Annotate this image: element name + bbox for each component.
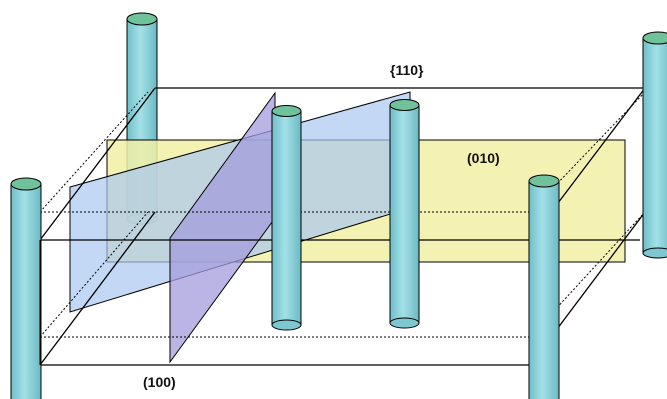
plane-110-label: {110} xyxy=(390,62,424,78)
pillar-middle-left xyxy=(271,105,302,331)
plane-100-label: (100) xyxy=(143,374,176,390)
plane-100 xyxy=(169,91,276,364)
pillar-front-left xyxy=(10,177,42,399)
plane-010-label: (010) xyxy=(467,150,500,166)
pillar-front-right xyxy=(528,174,560,399)
pillar-middle-right xyxy=(389,99,420,329)
pillar-back-right xyxy=(642,31,667,259)
